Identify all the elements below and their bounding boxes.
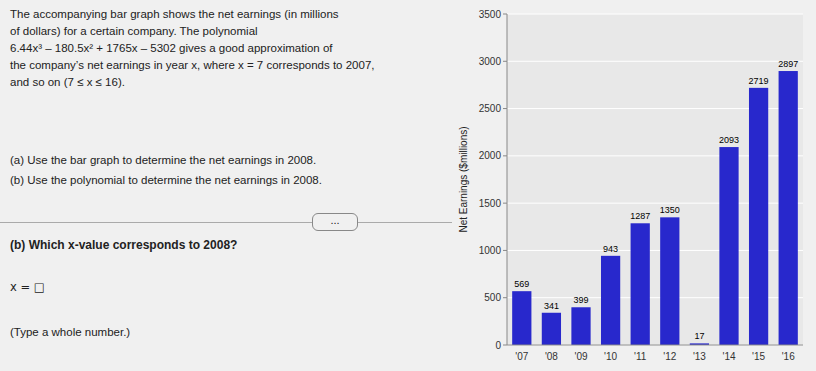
data-label: 2719 — [749, 76, 769, 86]
data-label: 341 — [544, 301, 559, 311]
grid-line — [507, 61, 803, 62]
question-b: (b) Which x-value corresponds to 2008? — [10, 238, 237, 252]
bar-chart: 0 500 1000 1500 2000 2500 3000 3500 569 341 399 943… — [455, 0, 811, 371]
question-text: (a) Use the bar graph to determine the n… — [10, 150, 450, 190]
y-tick-label: 3500 — [479, 9, 502, 20]
y-tick-label: 500 — [484, 292, 501, 303]
y-axis-label: Net Earnings ($millions) — [458, 126, 469, 232]
x-tick-label: '15 — [752, 351, 765, 362]
y-tick — [503, 61, 507, 62]
bar — [542, 313, 561, 345]
bar — [660, 217, 679, 345]
bar — [719, 147, 738, 345]
grid-line — [507, 345, 803, 346]
x-tick-label: '12 — [663, 351, 676, 362]
data-label: 1350 — [660, 205, 680, 215]
data-label: 569 — [514, 279, 529, 289]
y-tick-label: 2500 — [479, 103, 502, 114]
answer-field: x = □ — [10, 280, 45, 294]
bar — [749, 88, 768, 345]
x-axis-line — [507, 345, 803, 346]
data-label: 943 — [603, 244, 618, 254]
more-button: ... — [312, 213, 358, 231]
y-tick — [503, 155, 507, 156]
bar — [571, 307, 590, 345]
x-tick-label: '11 — [634, 351, 647, 362]
y-tick — [503, 203, 507, 204]
x-tick-label: '09 — [574, 351, 587, 362]
data-label: 399 — [573, 295, 588, 305]
x-tick-label: '08 — [545, 351, 558, 362]
y-tick-label: 3000 — [479, 56, 502, 67]
y-tick-label: 1000 — [479, 245, 502, 256]
data-label: 1287 — [630, 211, 650, 221]
plot-background — [507, 14, 803, 345]
x-tick-label: '07 — [515, 351, 528, 362]
y-axis-line — [507, 14, 508, 345]
y-tick — [503, 14, 507, 15]
data-label: 2897 — [778, 59, 798, 69]
y-tick-label: 0 — [495, 340, 501, 351]
bar — [601, 256, 620, 345]
bars — [512, 71, 798, 345]
y-tick — [503, 297, 507, 298]
grid-line — [507, 14, 803, 15]
y-tick — [503, 345, 507, 346]
answer-hint: (Type a whole number.) — [10, 326, 130, 338]
y-tick-label: 1500 — [479, 198, 502, 209]
bar — [631, 223, 650, 345]
data-label: 2093 — [719, 135, 739, 145]
bar — [779, 71, 798, 345]
y-tick-label: 2000 — [479, 150, 502, 161]
bar — [512, 291, 531, 345]
x-tick-label: '10 — [604, 351, 617, 362]
y-tick — [503, 250, 507, 251]
x-tick-label: '16 — [782, 351, 795, 362]
divider — [0, 222, 452, 223]
intro-text: The accompanying bar graph shows the net… — [10, 6, 450, 91]
y-tick — [503, 108, 507, 109]
data-label: 17 — [694, 331, 704, 341]
x-tick-label: '13 — [693, 351, 706, 362]
x-tick-label: '14 — [722, 351, 735, 362]
